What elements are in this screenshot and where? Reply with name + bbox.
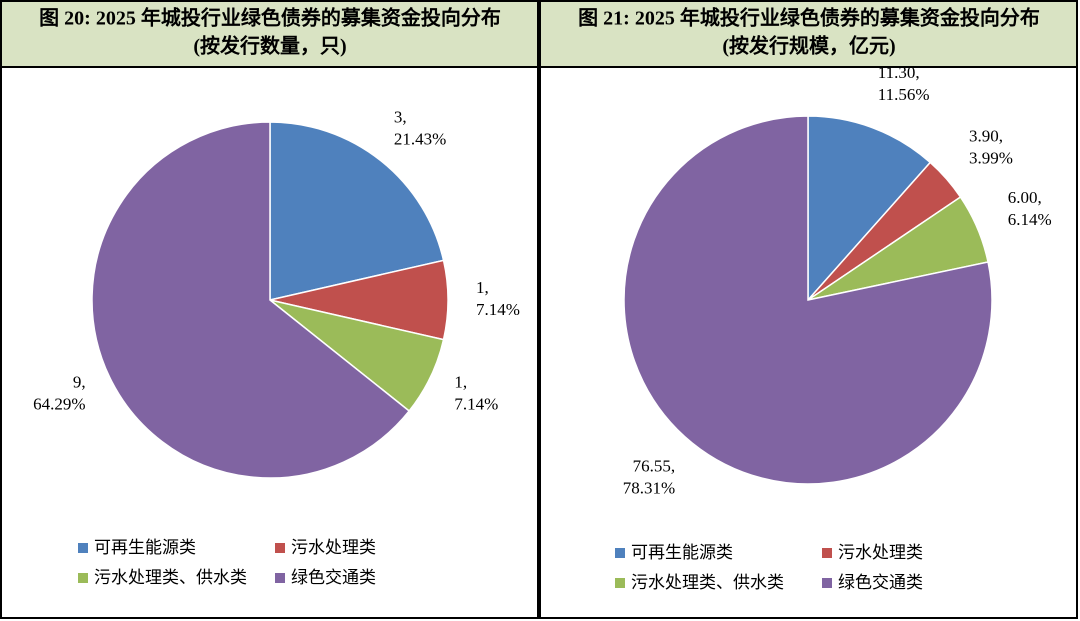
legend-swatch [615,578,625,588]
legend-swatch [822,578,832,588]
legend-label: 可再生能源类 [631,543,733,563]
data-label: 3.99% [969,148,1013,167]
legend-label: 绿色交通类 [838,573,923,593]
data-label: 1, [454,372,467,391]
data-label: 64.29% [33,394,85,413]
data-label: 11.30, [878,63,920,82]
data-label: 11.56% [878,85,930,104]
chart-subtitle: (按发行数量，只) [193,34,346,58]
legend-label: 污水处理类、供水类 [631,573,784,593]
legend-swatch [78,573,88,583]
legend-label: 污水处理类 [291,538,376,558]
data-label: 6.14% [1008,210,1052,229]
data-label: 9, [73,372,86,391]
pie-slice [91,121,411,479]
data-label: 21.43% [394,129,446,148]
data-label: 3.90, [969,126,1003,145]
legend-swatch [78,543,88,553]
data-label: 1, [476,278,489,297]
legend-swatch [615,548,625,558]
data-label: 7.14% [454,394,498,413]
data-label: 6.00, [1008,188,1042,207]
legend-label: 可再生能源类 [94,538,196,558]
data-label: 78.31% [623,479,675,498]
legend-label: 污水处理类、供水类 [94,568,247,588]
pie-slice [269,121,445,301]
chart-title: 图 21: 2025 年城投行业绿色债券的募集资金投向分布 [578,6,1040,30]
chart-subtitle: (按发行规模，亿元) [722,34,895,58]
header [539,0,1078,68]
pie-slice [807,115,932,302]
data-label: 7.14% [476,300,520,319]
chart-title: 图 20: 2025 年城投行业绿色债券的募集资金投向分布 [39,6,501,30]
data-label: 3, [394,107,407,126]
data-label: 76.55, [633,457,676,476]
legend-label: 绿色交通类 [291,568,376,588]
legend-swatch [275,543,285,553]
header [0,0,539,68]
legend-swatch [822,548,832,558]
legend-label: 污水处理类 [838,543,923,563]
legend-swatch [275,573,285,583]
pie-slice [623,115,993,485]
